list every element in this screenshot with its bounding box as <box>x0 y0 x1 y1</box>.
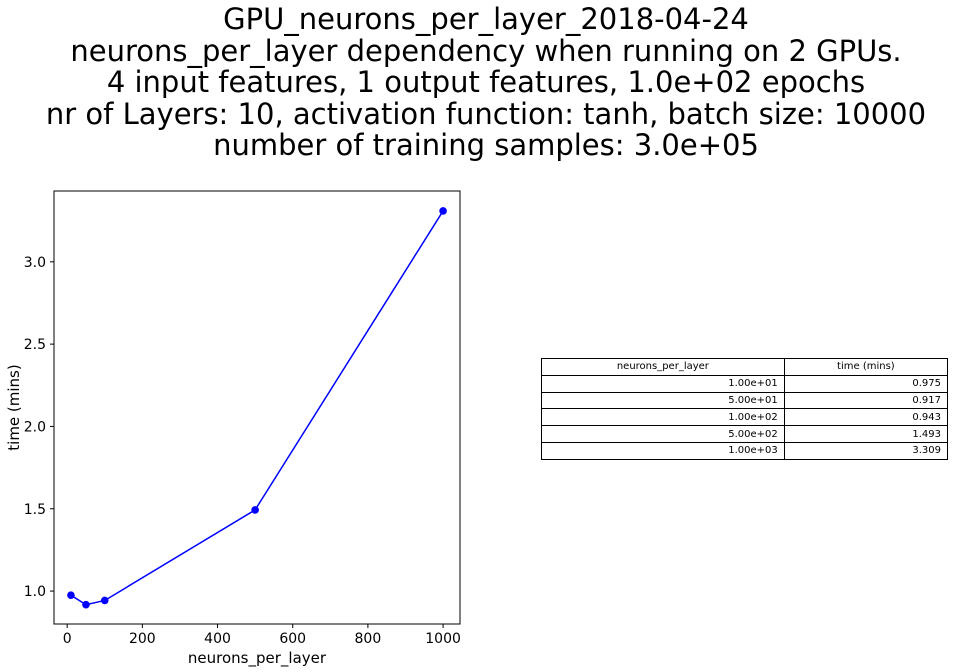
data-point <box>100 596 109 605</box>
table-cell: 5.00e+01 <box>541 391 785 410</box>
column-header: time (mins) <box>783 358 949 376</box>
title-line-4: nr of Layers: 10, activation function: t… <box>45 96 927 131</box>
results-table: neurons_per_layer time (mins) 1.00e+01 0… <box>541 358 949 460</box>
y-tick-label: 2.5 <box>24 337 46 353</box>
table-row: 1.00e+03 3.309 <box>541 441 949 460</box>
x-tick-label: 400 <box>204 631 231 647</box>
plot-area-frame <box>53 190 461 625</box>
y-tick-label: 3.0 <box>24 255 46 271</box>
title-line-5: number of training samples: 3.0e+05 <box>213 128 759 162</box>
table-cell: 1.493 <box>783 425 949 443</box>
x-tick-label: 1000 <box>425 631 461 647</box>
x-tick-label: 800 <box>355 631 382 647</box>
table-header-row: neurons_per_layer time (mins) <box>541 358 949 376</box>
data-point <box>251 506 259 514</box>
data-point <box>67 591 75 599</box>
table-cell: 1.00e+02 <box>541 408 785 427</box>
series-markers <box>67 207 447 609</box>
x-axis-label: neurons_per_layer <box>188 649 327 668</box>
table-row: 5.00e+02 1.493 <box>541 425 949 443</box>
table-cell: 1.00e+01 <box>541 374 785 393</box>
series-line <box>70 210 444 606</box>
y-tick-label: 1.0 <box>24 584 46 600</box>
table-cell: 0.917 <box>783 391 949 410</box>
y-tick-label: 2.0 <box>24 419 46 435</box>
data-point <box>82 600 90 609</box>
y-axis: 1.0 1.5 2.0 2.5 3.0 <box>24 255 54 600</box>
y-axis-label: time (mins) <box>5 364 23 450</box>
title-line-1: GPU_neurons_per_layer_2018-04-24 <box>223 2 749 36</box>
title-line-2: neurons_per_layer dependency when runnin… <box>70 33 902 68</box>
table-row: 1.00e+02 0.943 <box>541 408 949 427</box>
x-tick-label: 0 <box>63 631 72 647</box>
chart-title: GPU_neurons_per_layer_2018-04-24 neurons… <box>0 2 957 162</box>
table-cell: 0.943 <box>783 408 949 427</box>
y-tick-label: 1.5 <box>24 502 46 518</box>
table-cell: 0.975 <box>783 374 949 393</box>
table-row: 5.00e+01 0.917 <box>541 391 949 410</box>
x-tick-label: 200 <box>129 631 156 647</box>
table-row: 1.00e+01 0.975 <box>541 374 949 393</box>
table-cell: 1.00e+03 <box>541 441 785 460</box>
table-cell: 5.00e+02 <box>541 425 785 443</box>
data-point <box>439 207 447 215</box>
x-axis: 0 200 400 600 800 1000 <box>63 624 461 647</box>
table-cell: 3.309 <box>783 441 949 460</box>
column-header: neurons_per_layer <box>541 358 785 376</box>
x-tick-label: 600 <box>279 631 306 647</box>
title-line-3: 4 input features, 1 output features, 1.0… <box>106 65 866 99</box>
